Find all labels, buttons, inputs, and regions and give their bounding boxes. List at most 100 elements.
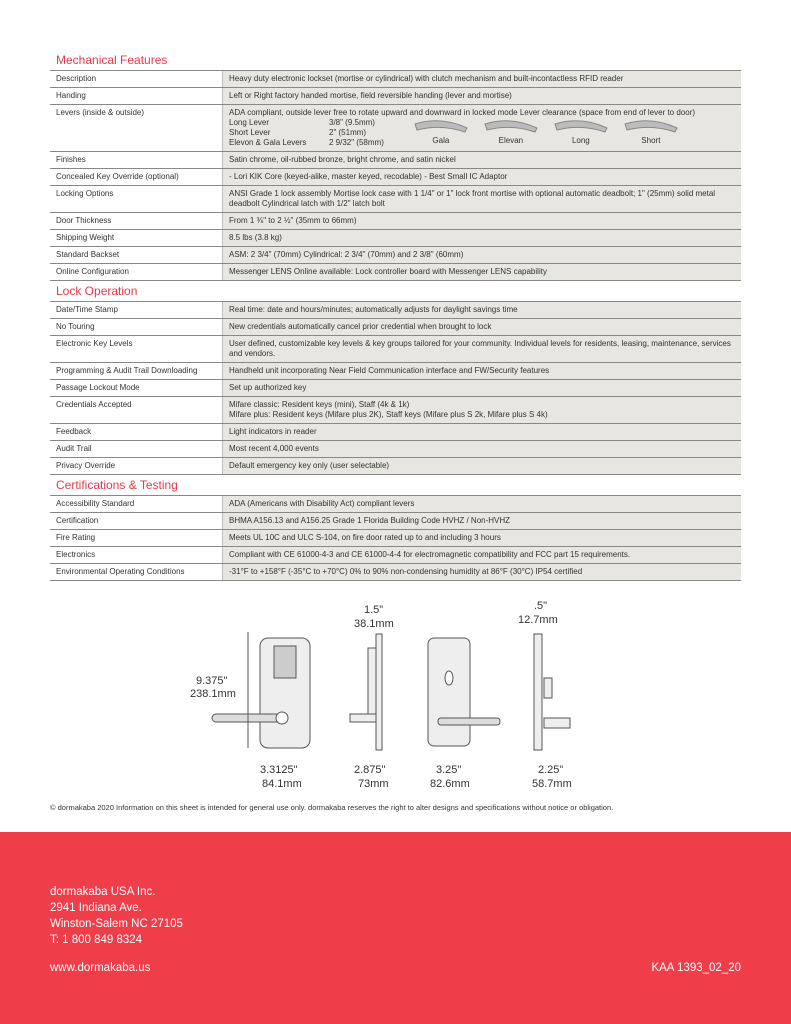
lever-clearance: 2 9/32" (58mm) [329, 138, 384, 147]
table-row: Audit Trail Most recent 4,000 events [50, 441, 741, 458]
table-row: Electronic Key Levels User defined, custo… [50, 336, 741, 363]
lever-image-icon [414, 120, 468, 133]
lever-name: Long [571, 136, 590, 145]
row-label: Date/Time Stamp [50, 302, 222, 318]
row-value: ANSI Grade 1 lock assembly Mortise lock … [222, 186, 741, 212]
table-row: Levers (inside & outside) ADA compliant, … [50, 105, 741, 152]
section-0: Mechanical Features Description Heavy duty… [50, 50, 741, 281]
table-row: Date/Time Stamp Real time: date and hours… [50, 302, 741, 319]
row-label: Fire Rating [50, 530, 222, 546]
section-1: Lock Operation Date/Time Stamp Real time: … [50, 281, 741, 475]
inside-view-drawing [427, 637, 501, 747]
side-in: 2.25" [538, 764, 563, 776]
table-row: No Touring New credentials automatically … [50, 319, 741, 336]
row-value: Light indicators in reader [222, 424, 741, 440]
lever-type: Elevon & Gala Levers [229, 138, 307, 147]
company-address: dormakaba USA Inc. 2941 Indiana Ave. Win… [50, 884, 183, 948]
row-value: From 1 ⅜" to 2 ½" (35mm to 66mm) [222, 213, 741, 229]
table-row: Online Configuration Messenger LENS Onlin… [50, 264, 741, 281]
section-2: Certifications & Testing Accessibility St… [50, 475, 741, 581]
proj-mm: 73mm [358, 778, 389, 790]
row-value: Heavy duty electronic lockset (mortise o… [222, 71, 741, 87]
table-row: Finishes Satin chrome, oil-rubbed bronze,… [50, 152, 741, 169]
website-link[interactable]: www.dormakaba.us [50, 962, 151, 974]
row-label: Environmental Operating Conditions [50, 564, 222, 580]
city: Winston-Salem NC 27105 [50, 918, 183, 930]
table-row: Credentials Accepted Mifare classic: Resi… [50, 397, 741, 424]
row-value: Messenger LENS Online available: Lock co… [222, 264, 741, 280]
lever-image-icon [624, 120, 678, 133]
row-label: Feedback [50, 424, 222, 440]
table-row: Handing Left or Right factory handed mort… [50, 88, 741, 105]
width1-in: 3.3125" [260, 764, 298, 776]
table-row: Accessibility Standard ADA (Americans wit… [50, 496, 741, 513]
row-value: ASM: 2 3/4" (70mm) Cylindrical: 2 3/4" (… [222, 247, 741, 263]
lever-elevan: Elevan [476, 116, 546, 148]
section-title: Mechanical Features [50, 50, 741, 71]
table-row: Locking Options ANSI Grade 1 lock assembl… [50, 186, 741, 213]
table-row: Shipping Weight 8.5 lbs (3.8 kg) [50, 230, 741, 247]
height-mm: 238.1mm [190, 688, 236, 700]
row-label: Electronics [50, 547, 222, 563]
row-value: - Lori KIK Core (keyed-alike, master key… [222, 169, 741, 185]
table-row: Certification BHMA A156.13 and A156.25 Gr… [50, 513, 741, 530]
table-row: Standard Backset ASM: 2 3/4" (70mm) Cylin… [50, 247, 741, 264]
lever-short: Short [616, 116, 686, 148]
section-title: Lock Operation [50, 281, 741, 302]
width1-mm: 84.1mm [262, 778, 302, 790]
thick-mm: 12.7mm [518, 614, 558, 626]
table-row: Programming & Audit Trail Downloading Han… [50, 363, 741, 380]
row-label: Handing [50, 88, 222, 104]
row-value: New credentials automatically cancel pri… [222, 319, 741, 335]
row-label: Concealed Key Override (optional) [50, 169, 222, 185]
row-value: Set up authorized key [222, 380, 741, 396]
row-label: Certification [50, 513, 222, 529]
row-value: Default emergency key only (user selecta… [222, 458, 741, 474]
lever-clearance: 3/8" (9.5mm) [329, 118, 375, 127]
lever-name: Gala [432, 136, 450, 145]
row-label: No Touring [50, 319, 222, 335]
row-value: Compliant with CE 61000-4-3 and CE 61000… [222, 547, 741, 563]
table-row: Passage Lockout Mode Set up authorized ke… [50, 380, 741, 397]
lever-image-icon [554, 120, 608, 133]
plate-mm: 82.6mm [430, 778, 470, 790]
side-mm: 58.7mm [532, 778, 572, 790]
row-label: Online Configuration [50, 264, 222, 280]
document-code: KAA 1393_02_20 [651, 962, 741, 974]
levers-note: ADA compliant, outside lever free to rot… [229, 108, 696, 117]
row-label: Levers (inside & outside) [50, 105, 222, 151]
row-label: Finishes [50, 152, 222, 168]
row-value: Most recent 4,000 events [222, 441, 741, 457]
street: 2941 Indiana Ave. [50, 902, 142, 914]
lever-name: Short [641, 136, 661, 145]
row-value: ADA compliant, outside lever free to rot… [222, 105, 741, 151]
company-name: dormakaba USA Inc. [50, 886, 156, 898]
row-value: 8.5 lbs (3.8 kg) [222, 230, 741, 246]
row-value: -31°F to +158°F (-35°C to +70°C) 0% to 9… [222, 564, 741, 580]
row-label: Locking Options [50, 186, 222, 212]
row-label: Programming & Audit Trail Downloading [50, 363, 222, 379]
row-value: User defined, customizable key levels & … [222, 336, 741, 362]
table-row: Door Thickness From 1 ⅜" to 2 ½" (35mm to… [50, 213, 741, 230]
table-row: Environmental Operating Conditions -31°F … [50, 564, 741, 581]
section-title: Certifications & Testing [50, 475, 741, 496]
side-view-drawing [349, 633, 383, 751]
row-value: BHMA A156.13 and A156.25 Grade 1 Florida… [222, 513, 741, 529]
row-label: Accessibility Standard [50, 496, 222, 512]
table-row: Feedback Light indicators in reader [50, 424, 741, 441]
lever-long: Long [546, 116, 616, 148]
row-label: Audit Trail [50, 441, 222, 457]
dimension-drawings: 9.375" 238.1mm 3.3125" 84.1mm 1.5" 38.1m… [190, 600, 572, 790]
spec-sheet: Mechanical Features Description Heavy duty… [50, 50, 741, 581]
height-in: 9.375" [196, 675, 228, 687]
row-label: Standard Backset [50, 247, 222, 263]
row-value: ADA (Americans with Disability Act) comp… [222, 496, 741, 512]
row-label: Electronic Key Levels [50, 336, 222, 362]
row-value: Meets UL 10C and ULC S-104, on fire door… [222, 530, 741, 546]
table-row: Fire Rating Meets UL 10C and ULC S-104, o… [50, 530, 741, 547]
row-value: Real time: date and hours/minutes; autom… [222, 302, 741, 318]
row-label: Privacy Override [50, 458, 222, 474]
proj-in: 2.875" [354, 764, 386, 776]
row-value: Left or Right factory handed mortise, fi… [222, 88, 741, 104]
row-value: Mifare classic: Resident keys (mini), St… [222, 397, 741, 423]
